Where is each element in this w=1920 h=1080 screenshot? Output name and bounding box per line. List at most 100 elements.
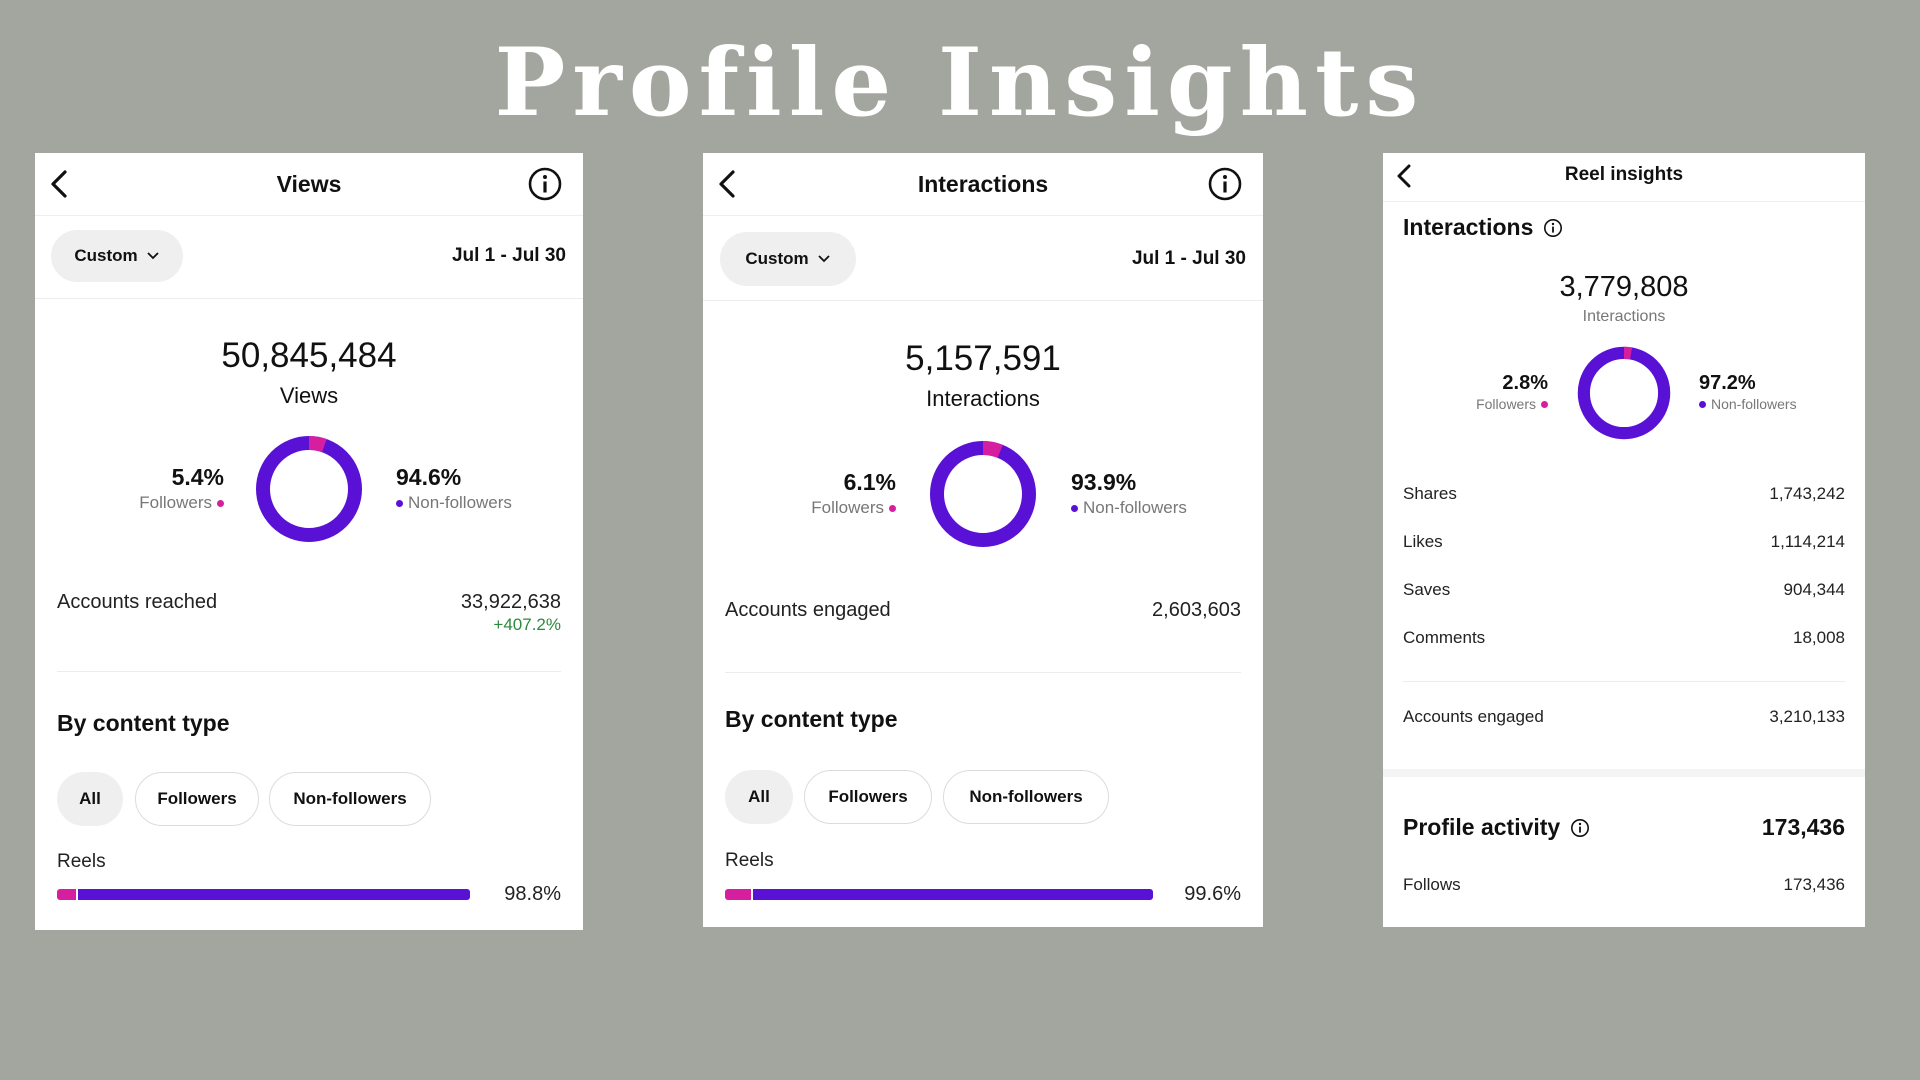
tab-all[interactable]: All bbox=[57, 772, 123, 826]
divider bbox=[725, 672, 1241, 673]
donut-followers-arc bbox=[930, 441, 1036, 547]
content-type-heading: By content type bbox=[57, 710, 230, 736]
nonfollowers-percent: 97.2% bbox=[1699, 372, 1756, 394]
date-filter-dropdown[interactable]: Custom bbox=[720, 232, 856, 286]
interactions-total: 5,157,591 bbox=[905, 339, 1061, 378]
nonfollowers-legend: Non-followers bbox=[1699, 396, 1797, 412]
back-arrow-icon[interactable] bbox=[713, 166, 745, 202]
accounts-engaged-label: Accounts engaged bbox=[725, 599, 891, 621]
interactions-header: Interactions bbox=[703, 153, 1263, 216]
follows-value: 173,436 bbox=[1783, 875, 1845, 894]
content-reels-percent: 99.6% bbox=[1184, 883, 1241, 905]
reels-bar bbox=[725, 889, 1155, 900]
reels-bar-followers bbox=[57, 889, 76, 900]
accounts-reached-label: Accounts reached bbox=[57, 591, 218, 613]
metric-comments-value: 18,008 bbox=[1793, 628, 1845, 647]
date-filter-label: Custom bbox=[74, 246, 138, 265]
followers-legend: Followers bbox=[811, 498, 896, 518]
content-reels-percent: 98.8% bbox=[504, 883, 561, 905]
nonfollowers-legend-label: Non-followers bbox=[408, 493, 512, 512]
divider bbox=[1403, 681, 1845, 682]
reel-title: Reel insights bbox=[1564, 164, 1684, 185]
nonfollowers-dot-icon bbox=[396, 499, 403, 507]
followers-dot-icon bbox=[889, 504, 896, 512]
accounts-reached-change: +407.2% bbox=[493, 615, 561, 634]
donut-followers-arc bbox=[1577, 346, 1671, 440]
chevron-down-icon bbox=[147, 252, 159, 260]
nonfollowers-legend: Non-followers bbox=[396, 493, 512, 513]
metric-comments-label: Comments bbox=[1403, 628, 1486, 647]
interactions-title: Interactions bbox=[917, 171, 1049, 197]
nonfollowers-legend-label: Non-followers bbox=[1711, 396, 1797, 412]
section-divider bbox=[1383, 769, 1865, 777]
views-panel: Views Custom Jul 1 - Jul 30 50,845,484 V… bbox=[35, 153, 583, 930]
date-filter-dropdown[interactable]: Custom bbox=[51, 230, 183, 282]
interactions-heading: Interactions bbox=[1403, 214, 1534, 240]
metric-saves-value: 904,344 bbox=[1783, 580, 1845, 599]
interactions-donut-chart bbox=[930, 441, 1036, 547]
date-filter-label: Custom bbox=[745, 249, 809, 268]
views-title: Views bbox=[276, 171, 342, 197]
content-reels-label: Reels bbox=[725, 850, 774, 871]
reel-total: 3,779,808 bbox=[1559, 271, 1689, 303]
views-donut-chart bbox=[256, 436, 362, 542]
info-icon[interactable] bbox=[1543, 218, 1563, 238]
donut-followers-arc bbox=[256, 436, 362, 542]
page-title: Profile Insights bbox=[494, 28, 1426, 138]
metric-likes-label: Likes bbox=[1403, 532, 1443, 551]
interactions-panel: Interactions Custom Jul 1 - Jul 30 5,157… bbox=[703, 153, 1263, 927]
reel-donut-chart bbox=[1577, 346, 1671, 440]
accounts-reached-value: 33,922,638 bbox=[460, 591, 561, 613]
divider bbox=[703, 300, 1263, 301]
followers-percent: 5.4% bbox=[171, 464, 224, 490]
reels-bar-nonfollowers bbox=[752, 889, 1154, 900]
reel-header: Reel insights bbox=[1383, 153, 1865, 202]
profile-activity-label: Profile activity bbox=[1403, 814, 1561, 840]
followers-legend-label: Followers bbox=[1476, 396, 1536, 412]
followers-dot-icon bbox=[1541, 400, 1548, 408]
reels-bar-followers bbox=[725, 889, 751, 900]
views-total-label: Views bbox=[279, 383, 339, 408]
interactions-total-label: Interactions bbox=[926, 386, 1040, 411]
tab-non-followers[interactable]: Non-followers bbox=[269, 772, 431, 826]
donut-nonfollowers-arc bbox=[256, 436, 362, 542]
info-icon[interactable] bbox=[1570, 818, 1590, 838]
accounts-engaged-value: 3,210,133 bbox=[1769, 707, 1845, 726]
metric-likes-value: 1,114,214 bbox=[1770, 532, 1845, 551]
accounts-engaged-label: Accounts engaged bbox=[1403, 707, 1544, 726]
nonfollowers-percent: 93.9% bbox=[1071, 469, 1137, 495]
donut-nonfollowers-arc bbox=[930, 441, 1036, 547]
metric-saves-label: Saves bbox=[1403, 580, 1451, 599]
followers-percent: 2.8% bbox=[1502, 372, 1548, 394]
back-arrow-icon[interactable] bbox=[1389, 158, 1421, 194]
tab-followers[interactable]: Followers bbox=[135, 772, 259, 826]
info-icon[interactable] bbox=[527, 166, 563, 202]
followers-percent: 6.1% bbox=[843, 469, 896, 495]
profile-activity-value: 173,436 bbox=[1761, 814, 1845, 840]
nonfollowers-legend: Non-followers bbox=[1071, 498, 1187, 518]
reel-insights-panel: Reel insights Interactions 3,779,808 Int… bbox=[1383, 153, 1865, 927]
followers-dot-icon bbox=[217, 499, 224, 507]
profile-activity-row: Profile activity bbox=[1403, 814, 1590, 841]
views-total: 50,845,484 bbox=[221, 336, 397, 375]
metric-shares-label: Shares bbox=[1403, 484, 1457, 503]
nonfollowers-percent: 94.6% bbox=[396, 464, 462, 490]
tab-all[interactable]: All bbox=[725, 770, 793, 824]
reel-total-label: Interactions bbox=[1582, 308, 1666, 325]
views-header: Views bbox=[35, 153, 583, 216]
date-range: Jul 1 - Jul 30 bbox=[451, 245, 566, 266]
info-icon[interactable] bbox=[1207, 166, 1243, 202]
metric-shares-value: 1,743,242 bbox=[1769, 484, 1845, 503]
follows-label: Follows bbox=[1403, 875, 1461, 894]
divider bbox=[35, 298, 583, 299]
reels-bar-nonfollowers bbox=[77, 889, 470, 900]
donut-nonfollowers-arc bbox=[1577, 346, 1671, 440]
accounts-engaged-value: 2,603,603 bbox=[1152, 599, 1241, 621]
nonfollowers-dot-icon bbox=[1071, 504, 1078, 512]
interactions-heading-row: Interactions bbox=[1403, 214, 1563, 241]
date-range: Jul 1 - Jul 30 bbox=[1131, 248, 1246, 269]
tab-non-followers[interactable]: Non-followers bbox=[943, 770, 1109, 824]
back-arrow-icon[interactable] bbox=[45, 166, 77, 202]
divider bbox=[57, 671, 561, 672]
tab-followers[interactable]: Followers bbox=[804, 770, 932, 824]
